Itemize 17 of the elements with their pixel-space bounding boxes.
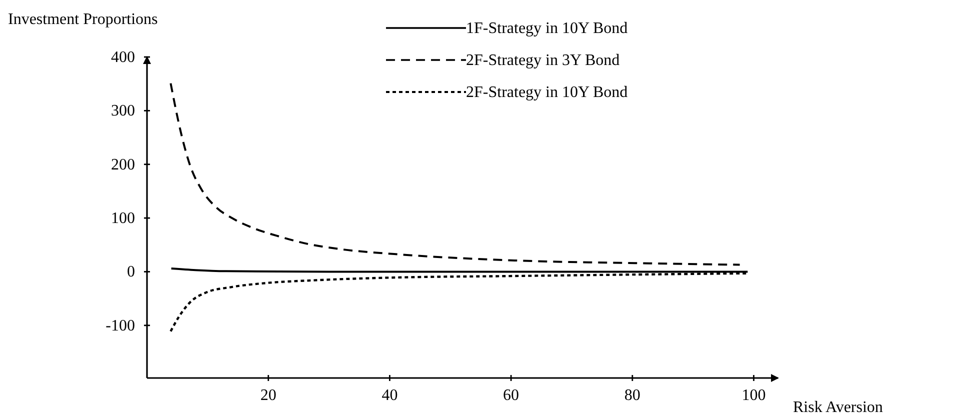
line-series [170,82,741,266]
x-axis-title: Risk Aversion [793,399,883,416]
x-tick-label: 40 [382,387,398,404]
y-axis-title: Investment Proportions [8,11,158,28]
x-tick-label: 20 [260,387,276,404]
x-tick-label: 100 [742,387,766,404]
y-tick-label: -100 [106,317,135,334]
x-tick-label: 60 [503,387,520,404]
x-tick-label: 80 [624,387,640,404]
y-tick-label: 0 [127,264,135,281]
legend-label: 2F-Strategy in 3Y Bond [466,52,620,69]
y-tick-label: 300 [111,102,135,120]
y-tick-label: 100 [111,210,135,228]
legend-label: 2F-Strategy in 10Y Bond [466,84,628,101]
y-tick-label: 400 [111,49,135,66]
legend-label: 1F-Strategy in 10Y Bond [466,20,628,37]
y-tick-label: 200 [111,156,135,174]
